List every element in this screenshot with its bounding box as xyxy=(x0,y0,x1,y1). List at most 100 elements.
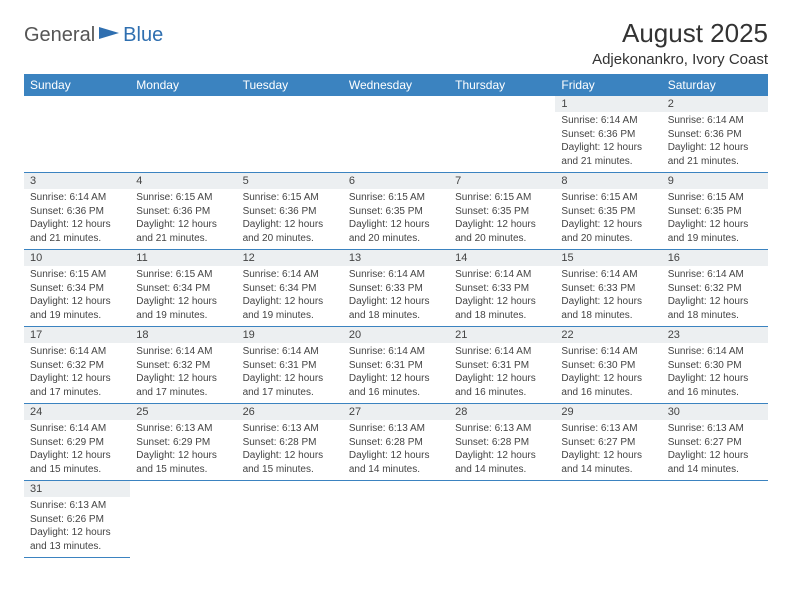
weekday-header: Sunday xyxy=(24,74,130,96)
day-info: Sunrise: 6:14 AMSunset: 6:31 PMDaylight:… xyxy=(343,343,449,403)
day-info-line: Sunset: 6:27 PM xyxy=(561,436,655,450)
day-info: Sunrise: 6:13 AMSunset: 6:28 PMDaylight:… xyxy=(343,420,449,480)
day-number: 22 xyxy=(555,327,661,343)
day-info-line: and 18 minutes. xyxy=(455,309,549,323)
day-info-line: Sunset: 6:35 PM xyxy=(349,205,443,219)
day-info-line: Daylight: 12 hours xyxy=(136,449,230,463)
day-info-line: Daylight: 12 hours xyxy=(136,295,230,309)
calendar-row: 17Sunrise: 6:14 AMSunset: 6:32 PMDayligh… xyxy=(24,327,768,404)
day-info-line: and 20 minutes. xyxy=(243,232,337,246)
day-info-line: Daylight: 12 hours xyxy=(561,372,655,386)
calendar-cell: 20Sunrise: 6:14 AMSunset: 6:31 PMDayligh… xyxy=(343,327,449,404)
day-info-line: Daylight: 12 hours xyxy=(561,141,655,155)
day-info: Sunrise: 6:15 AMSunset: 6:36 PMDaylight:… xyxy=(130,189,236,249)
day-info: Sunrise: 6:15 AMSunset: 6:34 PMDaylight:… xyxy=(24,266,130,326)
day-info-line: Sunset: 6:36 PM xyxy=(668,128,762,142)
day-info: Sunrise: 6:13 AMSunset: 6:29 PMDaylight:… xyxy=(130,420,236,480)
day-info: Sunrise: 6:14 AMSunset: 6:29 PMDaylight:… xyxy=(24,420,130,480)
flag-icon xyxy=(99,25,121,46)
day-info-line: Sunset: 6:28 PM xyxy=(349,436,443,450)
day-number: 18 xyxy=(130,327,236,343)
calendar-body: 1Sunrise: 6:14 AMSunset: 6:36 PMDaylight… xyxy=(24,96,768,558)
weekday-header: Tuesday xyxy=(237,74,343,96)
calendar-header: SundayMondayTuesdayWednesdayThursdayFrid… xyxy=(24,74,768,96)
calendar-cell: 21Sunrise: 6:14 AMSunset: 6:31 PMDayligh… xyxy=(449,327,555,404)
day-info-line: and 16 minutes. xyxy=(455,386,549,400)
day-info-line: Sunset: 6:36 PM xyxy=(136,205,230,219)
calendar-cell: 7Sunrise: 6:15 AMSunset: 6:35 PMDaylight… xyxy=(449,173,555,250)
day-info-line: and 19 minutes. xyxy=(668,232,762,246)
calendar-cell: 16Sunrise: 6:14 AMSunset: 6:32 PMDayligh… xyxy=(662,250,768,327)
calendar-cell xyxy=(237,96,343,173)
day-info-line: and 18 minutes. xyxy=(668,309,762,323)
day-info: Sunrise: 6:13 AMSunset: 6:28 PMDaylight:… xyxy=(237,420,343,480)
day-info: Sunrise: 6:14 AMSunset: 6:32 PMDaylight:… xyxy=(662,266,768,326)
day-number: 13 xyxy=(343,250,449,266)
day-info-line: Sunrise: 6:15 AM xyxy=(243,191,337,205)
weekday-header: Wednesday xyxy=(343,74,449,96)
calendar-cell xyxy=(449,96,555,173)
day-info-line: and 14 minutes. xyxy=(561,463,655,477)
day-number: 26 xyxy=(237,404,343,420)
location: Adjekonankro, Ivory Coast xyxy=(592,51,768,68)
day-info-line: Sunrise: 6:14 AM xyxy=(668,345,762,359)
day-number: 6 xyxy=(343,173,449,189)
day-info-line: Sunset: 6:31 PM xyxy=(349,359,443,373)
day-info: Sunrise: 6:14 AMSunset: 6:36 PMDaylight:… xyxy=(662,112,768,172)
day-info-line: and 15 minutes. xyxy=(243,463,337,477)
day-info-line: Sunset: 6:35 PM xyxy=(668,205,762,219)
day-info-line: Daylight: 12 hours xyxy=(136,372,230,386)
title-block: August 2025 Adjekonankro, Ivory Coast xyxy=(592,18,768,68)
day-number: 2 xyxy=(662,96,768,112)
day-info-line: Sunrise: 6:15 AM xyxy=(668,191,762,205)
day-info-line: Sunset: 6:28 PM xyxy=(243,436,337,450)
day-number: 14 xyxy=(449,250,555,266)
calendar-cell xyxy=(130,96,236,173)
day-info-line: Sunset: 6:28 PM xyxy=(455,436,549,450)
day-info-line: Sunset: 6:31 PM xyxy=(455,359,549,373)
calendar-cell: 29Sunrise: 6:13 AMSunset: 6:27 PMDayligh… xyxy=(555,404,661,481)
day-info-line: and 20 minutes. xyxy=(349,232,443,246)
day-info-line: and 21 minutes. xyxy=(30,232,124,246)
calendar-cell: 23Sunrise: 6:14 AMSunset: 6:30 PMDayligh… xyxy=(662,327,768,404)
day-info: Sunrise: 6:14 AMSunset: 6:32 PMDaylight:… xyxy=(130,343,236,403)
day-info: Sunrise: 6:14 AMSunset: 6:36 PMDaylight:… xyxy=(555,112,661,172)
day-info-line: and 16 minutes. xyxy=(561,386,655,400)
day-number: 21 xyxy=(449,327,555,343)
day-info: Sunrise: 6:14 AMSunset: 6:33 PMDaylight:… xyxy=(449,266,555,326)
day-info-line: and 19 minutes. xyxy=(243,309,337,323)
day-info: Sunrise: 6:14 AMSunset: 6:31 PMDaylight:… xyxy=(237,343,343,403)
day-info-line: Sunrise: 6:13 AM xyxy=(349,422,443,436)
day-number: 7 xyxy=(449,173,555,189)
day-info-line: Sunrise: 6:15 AM xyxy=(136,268,230,282)
day-info-line: Daylight: 12 hours xyxy=(668,295,762,309)
day-info-line: and 14 minutes. xyxy=(349,463,443,477)
day-info-line: Sunrise: 6:14 AM xyxy=(136,345,230,359)
calendar-cell xyxy=(343,481,449,558)
day-info-line: and 21 minutes. xyxy=(668,155,762,169)
day-info-line: and 16 minutes. xyxy=(349,386,443,400)
calendar-cell: 26Sunrise: 6:13 AMSunset: 6:28 PMDayligh… xyxy=(237,404,343,481)
calendar-cell: 28Sunrise: 6:13 AMSunset: 6:28 PMDayligh… xyxy=(449,404,555,481)
day-info: Sunrise: 6:15 AMSunset: 6:35 PMDaylight:… xyxy=(662,189,768,249)
day-info-line: Sunrise: 6:14 AM xyxy=(349,345,443,359)
day-info: Sunrise: 6:15 AMSunset: 6:34 PMDaylight:… xyxy=(130,266,236,326)
day-info-line: Sunset: 6:33 PM xyxy=(561,282,655,296)
day-info-line: Sunrise: 6:14 AM xyxy=(243,268,337,282)
day-info: Sunrise: 6:13 AMSunset: 6:28 PMDaylight:… xyxy=(449,420,555,480)
day-number: 23 xyxy=(662,327,768,343)
day-info-line: Sunset: 6:26 PM xyxy=(30,513,124,527)
calendar-cell: 22Sunrise: 6:14 AMSunset: 6:30 PMDayligh… xyxy=(555,327,661,404)
day-info: Sunrise: 6:15 AMSunset: 6:35 PMDaylight:… xyxy=(555,189,661,249)
day-info: Sunrise: 6:15 AMSunset: 6:35 PMDaylight:… xyxy=(343,189,449,249)
day-info-line: Daylight: 12 hours xyxy=(455,295,549,309)
day-number: 31 xyxy=(24,481,130,497)
header: General Blue August 2025 Adjekonankro, I… xyxy=(24,18,768,68)
day-info: Sunrise: 6:14 AMSunset: 6:30 PMDaylight:… xyxy=(662,343,768,403)
day-info-line: Sunrise: 6:15 AM xyxy=(136,191,230,205)
day-info-line: Daylight: 12 hours xyxy=(243,449,337,463)
day-info-line: Sunset: 6:32 PM xyxy=(30,359,124,373)
calendar-cell: 15Sunrise: 6:14 AMSunset: 6:33 PMDayligh… xyxy=(555,250,661,327)
day-info-line: and 19 minutes. xyxy=(30,309,124,323)
day-info-line: Daylight: 12 hours xyxy=(243,295,337,309)
